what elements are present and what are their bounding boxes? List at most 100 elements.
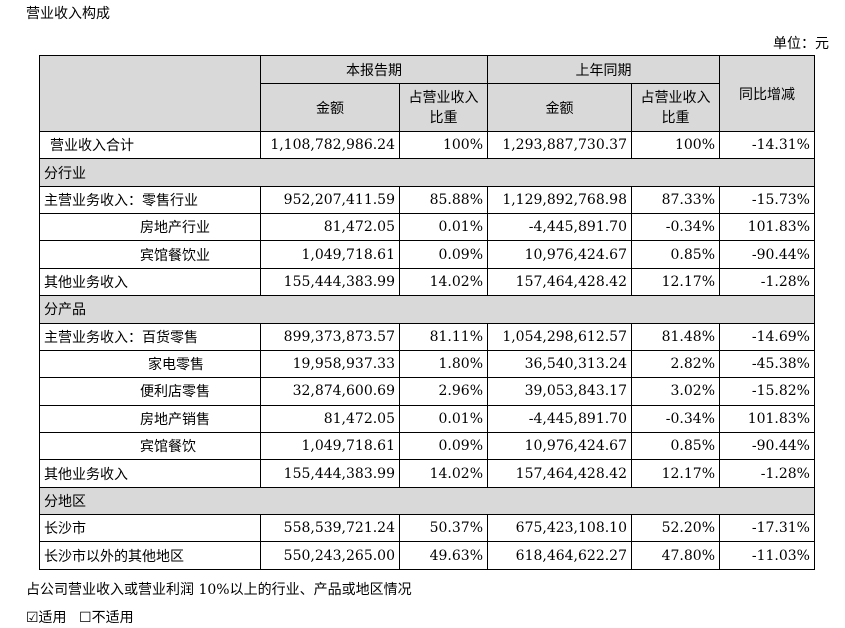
header-cur-amount: 金额 (260, 83, 400, 133)
cur-share: 0.01% (399, 213, 488, 242)
cur-amount: 155,444,383.99 (260, 459, 400, 488)
cur-amount: 19,958,937.33 (260, 349, 400, 379)
prev-amount: 1,129,892,768.98 (487, 185, 632, 215)
prev-amount: 675,423,108.10 (487, 514, 632, 543)
revenue-composition-table: 本报告期 上年同期 同比增减 金额 占营业收入比重 金额 占营业收入比重 营业收… (39, 54, 815, 570)
prev-share: 3.02% (631, 377, 720, 406)
prev-share: 12.17% (631, 459, 720, 488)
cur-amount: 558,539,721.24 (260, 514, 400, 543)
row-label: 家电零售 (39, 349, 261, 379)
prev-share: 87.33% (631, 185, 720, 215)
prev-amount: -4,445,891.70 (487, 213, 632, 242)
footnote: 占公司营业收入或营业利润 10%以上的行业、产品或地区情况 (26, 582, 412, 598)
row-label: 宾馆餐饮业 (39, 240, 261, 269)
prev-share: 12.17% (631, 267, 720, 297)
table-row: 房地产行业 81,472.05 0.01% -4,445,891.70 -0.3… (39, 213, 815, 242)
yoy-change: -15.82% (719, 377, 815, 406)
yoy-change: -11.03% (719, 541, 815, 570)
yoy-change: -17.31% (719, 514, 815, 543)
header-cur-share-line1: 占营业收入 (408, 89, 479, 106)
section-row-industry: 分行业 (39, 158, 815, 187)
prev-amount: 10,976,424.67 (487, 240, 632, 269)
header-yoy: 同比增减 (719, 54, 815, 133)
cur-amount: 1,108,782,986.24 (260, 131, 400, 160)
yoy-change: -1.28% (719, 459, 815, 488)
yoy-change: -14.31% (719, 131, 815, 160)
yoy-change: 101.83% (719, 404, 815, 433)
prev-share: 52.20% (631, 514, 720, 543)
applicability-options: ☑适用 ☐不适用 (26, 607, 142, 627)
cur-amount: 952,207,411.59 (260, 185, 400, 215)
cur-share: 2.96% (399, 377, 488, 406)
table-row: 宾馆餐饮业 1,049,718.61 0.09% 10,976,424.67 0… (39, 240, 815, 269)
section-row-product: 分产品 (39, 295, 815, 324)
prev-share: -0.34% (631, 404, 720, 433)
row-label: 主营业务收入：百货零售 (39, 322, 261, 351)
cur-amount: 32,874,600.69 (260, 377, 400, 406)
cur-share: 0.09% (399, 240, 488, 269)
row-label: 主营业务收入：零售行业 (39, 185, 261, 215)
section-label: 分行业 (39, 158, 815, 187)
prev-share: 100% (631, 131, 720, 160)
prev-amount: 157,464,428.42 (487, 267, 632, 297)
yoy-change: -14.69% (719, 322, 815, 351)
cur-amount: 550,243,265.00 (260, 541, 400, 570)
cur-share: 49.63% (399, 541, 488, 570)
prev-share: -0.34% (631, 213, 720, 242)
header-cur-share: 占营业收入 比重 (399, 83, 488, 133)
cur-share: 0.09% (399, 431, 488, 461)
prev-amount: 39,053,843.17 (487, 377, 632, 406)
row-label: 长沙市 (39, 514, 261, 543)
cur-share: 0.01% (399, 404, 488, 433)
yoy-change: -90.44% (719, 240, 815, 269)
header-prev-share: 占营业收入 比重 (631, 83, 720, 133)
cur-share: 14.02% (399, 267, 488, 297)
table-row: 其他业务收入 155,444,383.99 14.02% 157,464,428… (39, 267, 815, 297)
section-row-region: 分地区 (39, 486, 815, 516)
row-label: 长沙市以外的其他地区 (39, 541, 261, 570)
header-prev-amount: 金额 (487, 83, 632, 133)
cur-share: 50.37% (399, 514, 488, 543)
not-applicable-checkbox[interactable]: ☐不适用 (79, 610, 134, 626)
yoy-change: -1.28% (719, 267, 815, 297)
cur-share: 81.11% (399, 322, 488, 351)
cur-amount: 81,472.05 (260, 404, 400, 433)
row-label: 宾馆餐饮 (39, 431, 261, 461)
prev-amount: 10,976,424.67 (487, 431, 632, 461)
prev-share: 0.85% (631, 240, 720, 269)
table-row: 长沙市以外的其他地区 550,243,265.00 49.63% 618,464… (39, 541, 815, 570)
yoy-change: 101.83% (719, 213, 815, 242)
header-current-period: 本报告期 (260, 54, 488, 85)
cur-amount: 155,444,383.99 (260, 267, 400, 297)
cur-amount: 899,373,873.57 (260, 322, 400, 351)
section-label: 分产品 (39, 295, 815, 324)
prev-share: 81.48% (631, 322, 720, 351)
prev-amount: 36,540,313.24 (487, 349, 632, 379)
header-prev-share-line1: 占营业收入 (640, 89, 711, 106)
header-prior-period: 上年同期 (487, 54, 720, 85)
table-row: 主营业务收入：零售行业 952,207,411.59 85.88% 1,129,… (39, 185, 815, 215)
prev-share: 47.80% (631, 541, 720, 570)
table-row: 房地产销售 81,472.05 0.01% -4,445,891.70 -0.3… (39, 404, 815, 433)
cur-share: 85.88% (399, 185, 488, 215)
table-row: 其他业务收入 155,444,383.99 14.02% 157,464,428… (39, 459, 815, 488)
header-prev-share-line2: 比重 (661, 109, 690, 126)
cur-share: 100% (399, 131, 488, 160)
row-label: 营业收入合计 (39, 131, 261, 160)
row-label: 其他业务收入 (39, 459, 261, 488)
header-cur-share-line2: 比重 (429, 109, 458, 126)
row-label: 其他业务收入 (39, 267, 261, 297)
row-label: 房地产行业 (39, 213, 261, 242)
prev-share: 2.82% (631, 349, 720, 379)
table-row: 主营业务收入：百货零售 899,373,873.57 81.11% 1,054,… (39, 322, 815, 351)
prev-amount: 1,293,887,730.37 (487, 131, 632, 160)
table-row: 长沙市 558,539,721.24 50.37% 675,423,108.10… (39, 514, 815, 543)
yoy-change: -90.44% (719, 431, 815, 461)
table-row: 家电零售 19,958,937.33 1.80% 36,540,313.24 2… (39, 349, 815, 379)
cur-share: 1.80% (399, 349, 488, 379)
yoy-change: -15.73% (719, 185, 815, 215)
applicable-checkbox[interactable]: ☑适用 (26, 610, 67, 626)
header-blank-cell (39, 54, 261, 133)
unit-label: 单位：元 (773, 36, 829, 52)
section-label: 分地区 (39, 486, 815, 516)
